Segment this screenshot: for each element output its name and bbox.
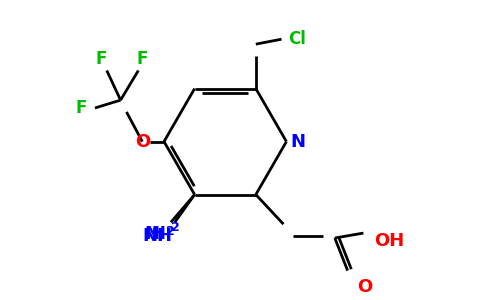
- Text: N: N: [291, 133, 306, 151]
- Text: N: N: [144, 225, 159, 243]
- Text: F: F: [76, 99, 87, 117]
- Text: F: F: [136, 50, 148, 68]
- Text: 2: 2: [166, 225, 174, 238]
- Text: OH: OH: [374, 232, 404, 250]
- Text: F: F: [95, 50, 106, 68]
- Text: O: O: [135, 133, 150, 151]
- Text: O: O: [357, 278, 372, 296]
- Text: NH: NH: [142, 227, 172, 245]
- Text: H: H: [151, 225, 165, 243]
- Text: 2: 2: [171, 221, 180, 234]
- Text: Cl: Cl: [288, 30, 306, 48]
